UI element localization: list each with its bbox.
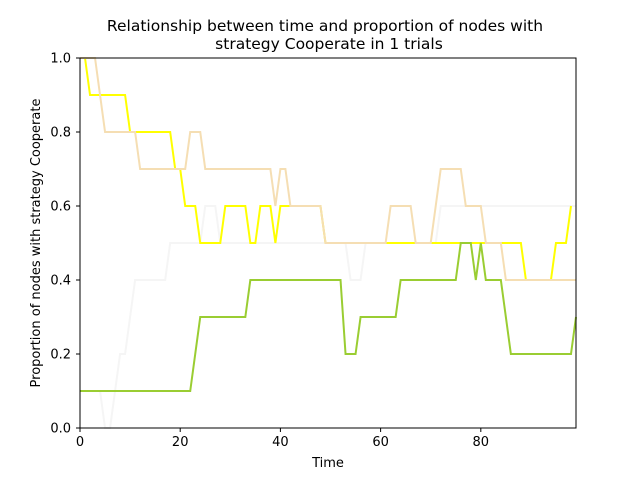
y-tick-label: 0.2 — [50, 348, 71, 363]
y-tick-label: 0.6 — [50, 200, 71, 215]
y-tick-label: 0.8 — [50, 126, 71, 141]
y-tick-label: 1.0 — [50, 52, 71, 67]
series-line-3 — [80, 57, 576, 281]
x-tick-label: 0 — [76, 435, 84, 450]
y-axis-ticks: 0.0 0.2 0.4 0.6 0.8 1.0 — [50, 52, 80, 437]
y-tick-label: 0.4 — [50, 274, 71, 289]
y-axis-label: Proportion of nodes with strategy Cooper… — [29, 99, 44, 388]
x-tick-label: 60 — [372, 435, 389, 450]
series-layer — [80, 57, 577, 429]
chart-title-line-1: Relationship between time and proportion… — [107, 17, 543, 35]
x-axis-ticks: 0 20 40 60 80 — [76, 428, 489, 450]
chart-title-line-2: strategy Cooperate in 1 trials — [215, 35, 443, 53]
y-tick-label: 0.0 — [50, 422, 71, 437]
x-axis-label: Time — [311, 456, 344, 471]
series-line-4 — [80, 242, 577, 392]
x-tick-label: 80 — [473, 435, 490, 450]
x-tick-label: 20 — [172, 435, 189, 450]
plot-frame — [79, 57, 577, 429]
x-tick-label: 40 — [272, 435, 289, 450]
